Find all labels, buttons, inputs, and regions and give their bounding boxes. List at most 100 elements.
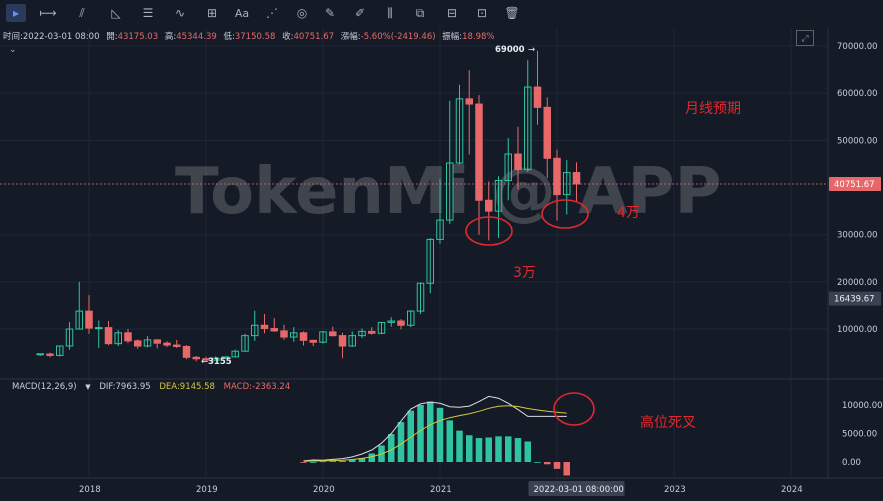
time-cursor-label: 2022-03-01 08:00:00 <box>534 485 624 495</box>
brush-icon[interactable]: ✐ <box>354 6 366 20</box>
candle-body <box>143 339 152 347</box>
annotation-death-cross: 高位死叉 <box>640 414 696 431</box>
change-value: -5.60%(-2419.46) <box>360 32 436 42</box>
candle-body <box>36 353 44 356</box>
price-marker-badge <box>829 291 881 306</box>
macd-tick-label: 10000.00 <box>842 401 883 411</box>
annotation-forecast: 月线预期 <box>685 101 741 117</box>
macd-dea: DEA:9145.58 <box>159 382 215 392</box>
candle-body <box>338 335 347 347</box>
pencil-icon[interactable]: ✎ <box>324 6 336 20</box>
low-value: 37150.58 <box>234 32 276 42</box>
macd-histogram-bar <box>310 462 317 463</box>
candle-body <box>85 310 93 329</box>
trash-icon[interactable]: 🗑 <box>504 6 520 20</box>
candle-body <box>134 340 142 347</box>
candle-body <box>407 310 415 326</box>
candle-body <box>251 324 259 337</box>
menu-lines-icon[interactable]: ☰ <box>142 6 154 20</box>
candlestick-series <box>36 50 581 362</box>
candle-body <box>202 358 210 361</box>
macd-histogram-bar <box>358 458 366 462</box>
time-label: 时间: <box>3 32 23 42</box>
macd-histogram-bar <box>514 438 522 462</box>
candle-body <box>173 344 181 347</box>
fib-circle-icon[interactable]: ◎ <box>296 6 308 20</box>
candle-body <box>231 350 239 358</box>
add-box-icon[interactable]: ⊞ <box>206 6 218 20</box>
low-marker: 3155 <box>208 357 232 367</box>
candle-body <box>504 153 512 181</box>
candle-body <box>426 238 434 284</box>
candle-body <box>104 327 113 345</box>
candle-body <box>56 345 64 356</box>
candle-body <box>397 320 405 326</box>
candle-body <box>553 157 561 196</box>
triangle-ruler-icon[interactable]: ◺ <box>111 6 121 20</box>
drawing-toolbar: ▸ ⟼ ⫽ ◺ ☰ ∿ ⊞ Aa ⋰ ◎ ✎ ✐ ⫼ ⧉ ⊟ ⊡ 🗑 <box>0 0 883 27</box>
fib-icon[interactable]: ⋰ <box>266 6 278 20</box>
price-tick-label: 20000.00 <box>837 278 878 288</box>
price-marker-label: 16439.67 <box>834 295 875 305</box>
macd-histogram-bar <box>436 407 444 462</box>
candle-body <box>182 345 191 358</box>
axes: 70000.00 60000.00 50000.00 30000.00 20000.00… <box>0 42 883 496</box>
macd-histogram-bar <box>446 420 453 462</box>
close-value: 40751.67 <box>293 32 335 42</box>
macd-title[interactable]: MACD(12,26,9) <box>12 382 77 392</box>
macd-histogram-bar <box>505 436 512 462</box>
macd-value: MACD:-2363.24 <box>223 382 291 392</box>
fullscreen-icon[interactable]: ⤢ <box>796 30 814 46</box>
time-cursor-badge <box>528 481 625 496</box>
macd-dif-line <box>303 395 567 462</box>
cursor-icon[interactable]: ▸ <box>6 4 26 22</box>
circle-annotation-cross <box>553 392 595 426</box>
candle-body <box>241 335 249 352</box>
close-label: 收: <box>282 32 294 42</box>
candles-icon[interactable]: ⫼ <box>387 5 393 20</box>
candle-body <box>514 153 522 171</box>
candle-body <box>221 356 230 359</box>
macd-histogram-bar <box>553 462 561 469</box>
time-tick-label: 2023 <box>664 485 686 495</box>
circle-annotation-40k <box>541 199 589 229</box>
macd-histogram-bar <box>456 430 463 462</box>
high-label: 高: <box>164 32 177 42</box>
text-icon[interactable]: Aa <box>234 6 250 20</box>
candle-body <box>436 219 444 240</box>
candle-body <box>524 86 532 171</box>
macd-histogram-bar <box>319 461 327 463</box>
macd-series <box>300 395 570 476</box>
open-label: 開: <box>106 32 118 42</box>
copy-icon[interactable]: ⧉ <box>415 5 425 20</box>
candle-body <box>260 324 269 330</box>
candle-body <box>416 282 425 312</box>
macd-histogram-bar <box>544 462 551 465</box>
macd-histogram-bar <box>475 438 483 462</box>
macd-dea-line <box>303 405 567 462</box>
high-marker: 69000 <box>495 45 525 55</box>
parallel-lines-icon[interactable]: ⫽ <box>79 5 85 20</box>
candle-body <box>153 339 161 344</box>
macd-histogram-bar <box>368 453 375 462</box>
price-tick-label: 30000.00 <box>837 231 878 241</box>
macd-histogram-bar <box>563 462 570 476</box>
macd-tick-label: 0.00 <box>842 458 861 468</box>
horizontal-line-icon[interactable]: ⟼ <box>39 6 57 20</box>
macd-histogram-bar <box>388 434 395 462</box>
wave-icon[interactable]: ∿ <box>174 6 186 20</box>
price-tick-label: 50000.00 <box>837 136 878 146</box>
macd-histogram-bar <box>407 410 414 462</box>
annotation-40k: 4万 <box>617 205 640 221</box>
macd-histogram-bar <box>495 436 502 462</box>
candle-body <box>572 172 581 185</box>
time-value: 2022-03-01 08:00 <box>22 32 100 42</box>
macd-dropdown-icon[interactable]: ▼ <box>85 383 91 391</box>
lock-icon[interactable]: ⊡ <box>476 6 488 20</box>
circle-annotation-30k <box>465 216 513 246</box>
chevron-down-icon[interactable]: ⌄ <box>9 44 17 54</box>
layers-icon[interactable]: ⊟ <box>446 6 458 20</box>
high-marker-arrow-icon: → <box>528 45 535 55</box>
candle-body <box>95 327 103 330</box>
